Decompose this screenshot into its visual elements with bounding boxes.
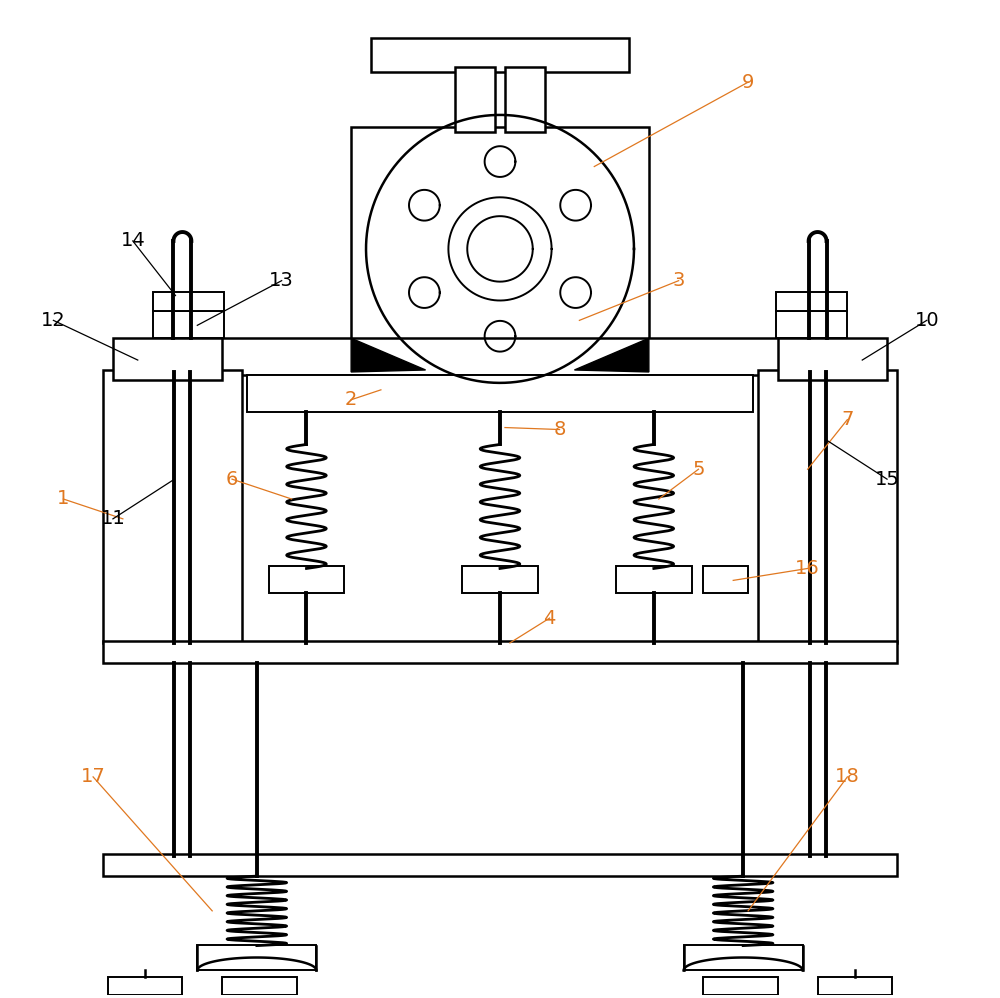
Text: 14: 14 bbox=[120, 232, 145, 250]
Bar bbox=[818, 977, 892, 995]
Bar bbox=[462, 567, 538, 593]
Bar bbox=[197, 945, 316, 970]
Bar bbox=[153, 291, 224, 311]
Bar bbox=[505, 67, 545, 132]
Bar bbox=[103, 370, 242, 643]
Bar bbox=[776, 291, 847, 311]
Bar bbox=[153, 311, 224, 338]
Bar bbox=[103, 641, 897, 663]
Bar bbox=[758, 370, 897, 643]
Text: 9: 9 bbox=[742, 73, 754, 92]
Bar bbox=[247, 375, 753, 411]
Text: 13: 13 bbox=[269, 271, 294, 290]
Polygon shape bbox=[574, 338, 649, 372]
Text: 18: 18 bbox=[835, 767, 860, 786]
Text: 15: 15 bbox=[875, 470, 899, 489]
Text: 7: 7 bbox=[841, 410, 854, 429]
Bar bbox=[351, 127, 649, 370]
Bar bbox=[371, 38, 629, 72]
Text: 6: 6 bbox=[226, 470, 238, 489]
Text: 11: 11 bbox=[101, 509, 125, 528]
Text: 16: 16 bbox=[795, 559, 820, 578]
Bar bbox=[113, 338, 222, 380]
Text: 4: 4 bbox=[543, 609, 556, 628]
Bar bbox=[269, 567, 344, 593]
Text: 2: 2 bbox=[345, 390, 357, 409]
Bar bbox=[616, 567, 692, 593]
Bar bbox=[776, 311, 847, 338]
Bar bbox=[778, 338, 887, 380]
Text: 12: 12 bbox=[41, 310, 66, 330]
Text: 5: 5 bbox=[692, 460, 705, 479]
Text: 17: 17 bbox=[81, 767, 105, 786]
Bar bbox=[703, 567, 748, 593]
Bar bbox=[158, 338, 842, 375]
Bar bbox=[222, 977, 297, 995]
Polygon shape bbox=[351, 338, 426, 372]
Bar bbox=[108, 977, 182, 995]
Bar bbox=[455, 67, 495, 132]
Bar bbox=[103, 854, 897, 876]
Text: 1: 1 bbox=[57, 489, 70, 509]
Text: 8: 8 bbox=[553, 420, 566, 439]
Text: 3: 3 bbox=[672, 271, 685, 290]
Bar bbox=[684, 945, 803, 970]
Text: 10: 10 bbox=[914, 310, 939, 330]
Bar bbox=[703, 977, 778, 995]
